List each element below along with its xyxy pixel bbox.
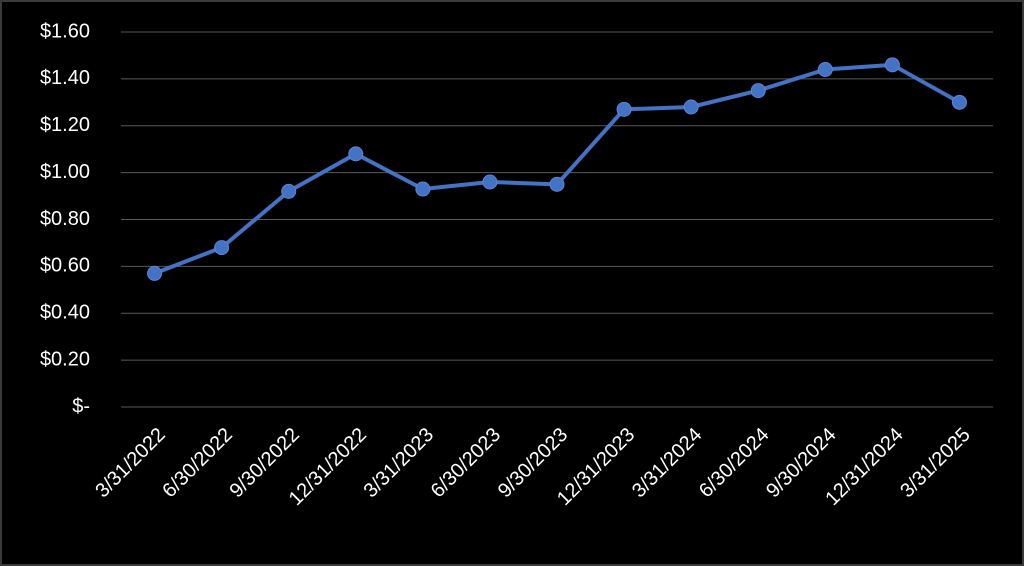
data-point <box>415 181 431 197</box>
data-point <box>750 83 766 99</box>
data-point <box>281 183 297 199</box>
data-point <box>951 94 967 110</box>
data-point <box>549 176 565 192</box>
y-tick-label: $- <box>72 395 90 417</box>
y-tick-label: $1.20 <box>40 114 90 136</box>
y-tick-label: $0.40 <box>40 302 90 324</box>
y-tick-label: $0.80 <box>40 208 90 230</box>
y-tick-label: $0.60 <box>40 255 90 277</box>
y-tick-label: $1.60 <box>40 20 90 42</box>
data-point <box>147 265 163 281</box>
y-tick-label: $1.00 <box>40 161 90 183</box>
data-point <box>348 146 364 162</box>
y-tick-label: $1.40 <box>40 67 90 89</box>
data-point <box>683 99 699 115</box>
data-point <box>616 101 632 117</box>
y-tick-label: $0.20 <box>40 348 90 370</box>
data-point <box>884 57 900 73</box>
data-point <box>214 240 230 256</box>
data-point <box>817 62 833 77</box>
data-point <box>482 174 498 190</box>
